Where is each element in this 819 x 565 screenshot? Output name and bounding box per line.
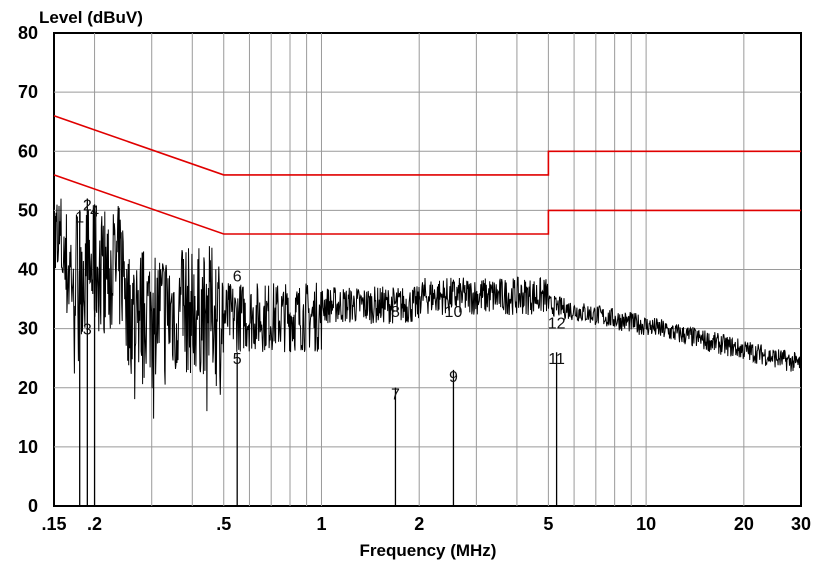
x-tick-label: .5 xyxy=(216,514,231,534)
y-tick-label: 10 xyxy=(18,437,38,457)
y-tick-label: 0 xyxy=(28,496,38,516)
marker-label: 6 xyxy=(233,268,242,285)
x-tick-label: 1 xyxy=(316,514,326,534)
x-tick-label: 30 xyxy=(791,514,811,534)
x-axis-title: Frequency (MHz) xyxy=(360,541,497,560)
marker-label: 2 xyxy=(83,197,92,214)
y-tick-label: 70 xyxy=(18,82,38,102)
marker-label: 1 xyxy=(75,209,84,226)
y-tick-label: 40 xyxy=(18,260,38,280)
marker-label: 7 xyxy=(391,387,400,404)
marker-label: 4 xyxy=(90,203,99,220)
x-tick-label: .2 xyxy=(87,514,102,534)
x-tick-label: 20 xyxy=(734,514,754,534)
marker-label: 8 xyxy=(391,304,400,321)
limit-lines xyxy=(53,115,801,235)
x-tick-label: 10 xyxy=(636,514,656,534)
y-tick-label: 50 xyxy=(18,200,38,220)
measurement-trace xyxy=(53,198,802,419)
x-tick-label: 2 xyxy=(414,514,424,534)
x-tick-label: 5 xyxy=(543,514,553,534)
marker-label: 3 xyxy=(83,322,92,339)
y-axis-title: Level (dBuV) xyxy=(39,8,143,27)
marker-label: 12 xyxy=(548,316,566,333)
marker-label: 11 xyxy=(548,351,565,368)
y-tick-label: 80 xyxy=(18,23,38,43)
marker-label: 5 xyxy=(233,351,242,368)
x-tick-label: .15 xyxy=(41,514,66,534)
trace-line xyxy=(53,198,802,419)
marker-label: 9 xyxy=(449,369,458,386)
y-tick-label: 30 xyxy=(18,319,38,339)
marker-label: 10 xyxy=(445,304,463,321)
limit-line xyxy=(53,174,801,235)
y-tick-label: 60 xyxy=(18,141,38,161)
limit-line xyxy=(53,115,801,176)
y-tick-label: 20 xyxy=(18,378,38,398)
